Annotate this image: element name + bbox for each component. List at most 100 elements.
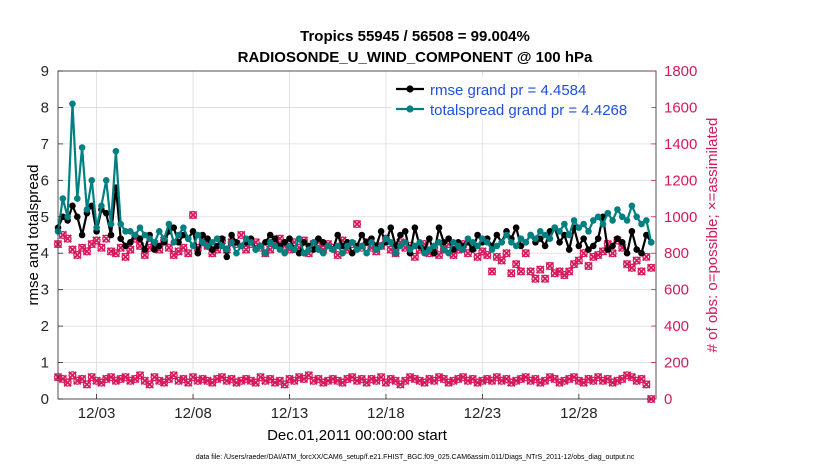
- totalspread-point: [98, 202, 105, 210]
- obs-possible-point-cross: [188, 210, 198, 220]
- y-left-tick-label: 0: [41, 391, 49, 408]
- obs-assimilated-point-circle: [251, 378, 260, 387]
- obs-possible-point-cross: [502, 248, 511, 258]
- obs-assimilated-point-cross: [449, 376, 458, 386]
- obs-possible-point-circle: [97, 243, 106, 252]
- rmse-point: [590, 242, 597, 250]
- obs-possible-point-circle: [63, 234, 72, 243]
- totalspread-point: [628, 202, 636, 210]
- totalspread-point: [416, 238, 423, 246]
- totalspread-point: [474, 242, 481, 250]
- obs-assimilated-point-cross: [212, 374, 222, 384]
- rmse-point: [189, 228, 197, 235]
- obs-possible-point-cross: [140, 250, 150, 260]
- totalspread-point: [638, 220, 645, 228]
- obs-assimilated-point-cross: [444, 378, 453, 387]
- rmse-point: [633, 246, 641, 253]
- rmse-point: [209, 246, 216, 253]
- obs-possible-point-cross: [63, 234, 72, 243]
- obs-assimilated-point-circle: [68, 371, 77, 380]
- totalspread-point: [73, 195, 81, 202]
- totalspread-point: [233, 249, 240, 257]
- legend-box: [391, 76, 652, 119]
- totalspread-point: [155, 228, 163, 235]
- obs-possible-point-cross: [637, 267, 646, 276]
- obs-possible-point-circle: [526, 267, 535, 276]
- obs-assimilated-point-cross: [261, 376, 270, 386]
- obs-assimilated-point-cross: [222, 376, 232, 386]
- grid: [58, 71, 656, 399]
- totalspread-point: [131, 231, 139, 239]
- rmse-point: [493, 231, 501, 239]
- x-tick-label: 12/03: [78, 405, 116, 422]
- obs-possible-point-circle: [541, 274, 550, 283]
- obs-assimilated-point-cross: [145, 380, 154, 389]
- totalspread-point: [556, 228, 563, 235]
- rmse-point: [435, 224, 443, 232]
- totalspread-point: [570, 217, 578, 224]
- totalspread-point: [609, 217, 616, 224]
- obs-possible-point-circle: [237, 230, 246, 240]
- obs-possible-point-circle: [188, 210, 198, 220]
- obs-possible-point-circle: [516, 267, 526, 276]
- totalspread-point: [204, 242, 211, 250]
- totalspread-point: [406, 246, 414, 253]
- y-left-tick-label: 6: [41, 172, 49, 189]
- totalspread-point: [165, 220, 173, 228]
- totalspread-point: [319, 249, 327, 257]
- obs-possible-point-cross: [106, 247, 116, 256]
- rmse-point: [136, 235, 144, 242]
- obs-possible-point: [497, 256, 506, 265]
- totalspread-point: [127, 228, 134, 235]
- x-tick-label: 12/28: [560, 405, 598, 422]
- rmse-point: [628, 228, 636, 235]
- totalspread-point: [242, 235, 250, 242]
- obs-possible-point-circle: [164, 243, 173, 252]
- totalspread-point: [618, 213, 626, 221]
- totalspread-point: [551, 224, 559, 232]
- totalspread-point: [237, 242, 245, 250]
- legend: rmse grand pr = 4.4584 totalspread grand…: [391, 76, 652, 119]
- rmse-point: [141, 246, 149, 253]
- totalspread-point: [623, 217, 631, 224]
- totalspread-point: [498, 238, 505, 246]
- totalspread-point: [344, 242, 351, 250]
- obs-assimilated-point-cross: [536, 378, 545, 387]
- obs-assimilated-point-circle: [637, 374, 646, 384]
- totalspread-point: [199, 238, 206, 246]
- rmse-point: [286, 235, 293, 242]
- y-right-tick-label: 400: [664, 318, 689, 335]
- rmse-point: [78, 231, 86, 239]
- rmse-point: [561, 231, 568, 239]
- obs-assimilated-point-cross: [203, 376, 212, 386]
- y-left-tick-label: 9: [41, 63, 49, 80]
- obs-possible-point: [531, 274, 540, 283]
- rmse-point: [233, 238, 240, 246]
- totalspread-point: [561, 220, 568, 228]
- obs-possible-point-cross: [482, 250, 492, 260]
- totalspread-point: [614, 206, 621, 213]
- y-right-tick-label: 200: [664, 355, 689, 372]
- obs-assimilated-point-cross: [82, 380, 92, 389]
- totalspread-point: [300, 249, 308, 257]
- totalspread-point: [252, 246, 260, 253]
- y-right-tick-label: 600: [664, 282, 689, 299]
- legend-spread-label: totalspread grand pr = 4.4268: [430, 102, 627, 119]
- obs-possible-point-circle: [545, 261, 554, 271]
- rmse-point: [310, 246, 317, 253]
- totalspread-point: [426, 246, 433, 253]
- totalspread-point: [503, 231, 510, 239]
- obs-assimilated-point: [309, 376, 318, 386]
- rmse-point: [339, 242, 346, 250]
- obs-assimilated-point-cross: [405, 372, 415, 382]
- obs-possible-point: [183, 248, 193, 258]
- obs-possible-point-cross: [545, 261, 555, 271]
- totalspread-point: [435, 238, 443, 246]
- totalspread-point: [517, 235, 525, 242]
- obs-assimilated-point-circle: [78, 374, 87, 384]
- obs-assimilated-point-cross: [92, 376, 101, 386]
- obs-assimilated-point-cross: [328, 374, 338, 384]
- obs-possible-point-circle: [483, 250, 492, 260]
- totalspread-point: [411, 242, 419, 250]
- y-left-tick-label: 7: [41, 136, 49, 153]
